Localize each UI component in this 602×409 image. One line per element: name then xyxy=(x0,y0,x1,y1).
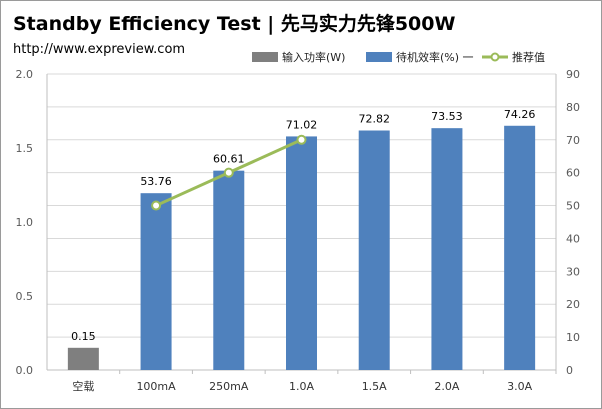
bar xyxy=(504,125,536,370)
bar-data-label: 0.15 xyxy=(71,330,96,343)
bar-data-label: 72.82 xyxy=(358,113,390,126)
bar xyxy=(140,193,172,370)
y-right-tick-label: 50 xyxy=(566,200,580,213)
bar xyxy=(286,136,317,370)
bar-data-label: 74.26 xyxy=(504,108,536,121)
x-category-label: 3.0A xyxy=(507,380,532,393)
y-right-tick-label: 90 xyxy=(566,68,580,81)
legend-recommended: 推荐值 xyxy=(482,50,545,64)
legend-swatch-recommended xyxy=(482,52,508,62)
y-right-tick-label: 80 xyxy=(566,101,580,114)
bar-data-label: 60.61 xyxy=(213,153,245,166)
recommended-point xyxy=(296,134,307,145)
bar xyxy=(358,130,390,370)
legend-label-input-power: 输入功率(W) xyxy=(282,51,346,64)
legend-input-power: 输入功率(W) xyxy=(252,50,345,64)
y-right-tick-label: 0 xyxy=(566,364,573,377)
x-category-label: 空载 xyxy=(72,379,94,393)
x-category-label: 1.5A xyxy=(362,380,387,393)
chart-title: Standby Efficiency Test | 先马实力先锋500W xyxy=(13,13,456,35)
bar xyxy=(67,347,99,370)
y-right-tick-label: 70 xyxy=(566,134,580,147)
y-left-tick-label: 2.0 xyxy=(16,68,34,81)
y-left-tick-label: 0.5 xyxy=(16,290,34,303)
legend-swatch-standby-efficiency xyxy=(366,52,392,62)
y-left-tick-label: 1.5 xyxy=(16,142,34,155)
legend-label-standby-efficiency: 待机效率(%) 一 xyxy=(396,51,474,64)
legend-label-recommended: 推荐值 xyxy=(512,51,545,64)
x-category-label: 2.0A xyxy=(434,380,459,393)
y-left-tick-label: 0.0 xyxy=(16,364,34,377)
recommended-point xyxy=(151,200,162,211)
x-category-label: 100mA xyxy=(136,380,176,393)
y-right-tick-label: 30 xyxy=(566,265,580,278)
x-category-label: 1.0A xyxy=(289,380,314,393)
recommended-point xyxy=(223,167,234,178)
y-right-tick-label: 60 xyxy=(566,167,580,180)
y-right-tick-label: 10 xyxy=(566,331,580,344)
legend-standby-efficiency: 待机效率(%) 一 xyxy=(366,50,474,64)
x-category-label: 250mA xyxy=(209,380,249,393)
bar-data-label: 53.76 xyxy=(140,175,172,188)
legend-swatch-input-power xyxy=(252,52,278,62)
bar-data-label: 73.53 xyxy=(431,110,463,123)
y-left-tick-label: 1.0 xyxy=(16,216,34,229)
y-right-tick-label: 40 xyxy=(566,232,580,245)
bar xyxy=(431,128,463,370)
y-right-tick-label: 20 xyxy=(566,298,580,311)
bar-data-label: 71.02 xyxy=(286,118,318,131)
chart-subtitle: http://www.expreview.com xyxy=(13,42,186,57)
bar xyxy=(213,170,245,370)
